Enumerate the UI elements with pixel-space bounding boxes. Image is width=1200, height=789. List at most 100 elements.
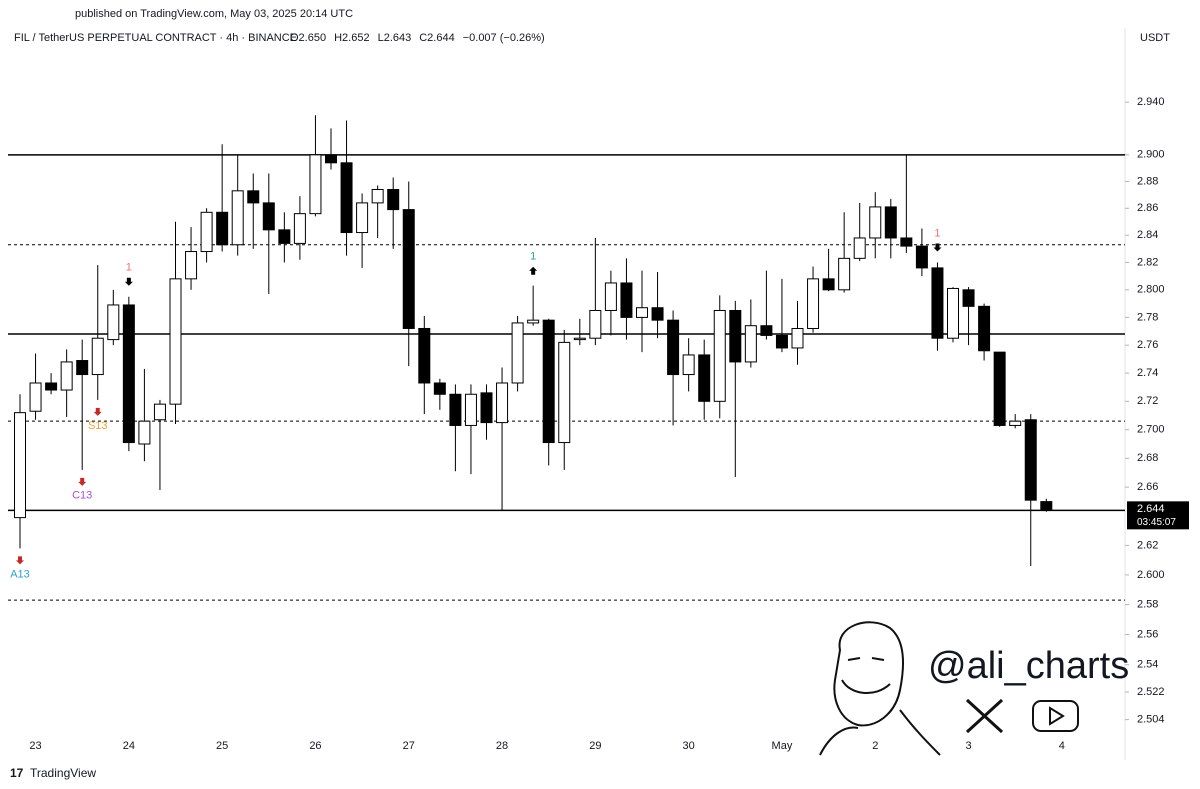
y-tick-label: 2.700 (1137, 424, 1165, 436)
face-outline (833, 621, 904, 727)
signal-label: A13 (10, 568, 30, 580)
candle-body (107, 304, 120, 341)
candle-body (573, 337, 586, 341)
watermark-handle: @ali_charts (928, 645, 1129, 687)
face-eyes (847, 657, 885, 661)
face-smile (841, 679, 891, 694)
candle-body (200, 211, 213, 253)
candle-body (480, 392, 493, 424)
candle-body (293, 213, 306, 244)
candle-body (604, 282, 617, 311)
signal-arrow (78, 477, 87, 486)
signal-label: C13 (72, 490, 92, 502)
x-tick-label: May (772, 740, 793, 752)
candle-body (682, 354, 695, 376)
candle-body (791, 327, 804, 349)
x-tick-label: 27 (403, 740, 415, 752)
y-tick-label: 2.72 (1137, 395, 1158, 407)
candle-body (45, 382, 58, 391)
candle-body (371, 188, 384, 204)
signal-arrow (124, 277, 133, 286)
x-tick-label: 23 (29, 740, 41, 752)
candle-body (729, 309, 742, 363)
candle-body (1024, 419, 1037, 501)
candle-body (60, 361, 73, 391)
ohlc-text: H2.652 (334, 32, 369, 44)
y-tick-label: 2.522 (1137, 686, 1165, 698)
signal-arrow (93, 407, 102, 416)
candle-body (340, 162, 353, 234)
ohlc-text: −0.007 (−0.26%) (463, 32, 545, 44)
y-tick-label: 2.88 (1137, 175, 1158, 187)
candle-body (744, 325, 757, 363)
candle-body (915, 245, 928, 269)
candle-body (993, 351, 1006, 426)
candle-body (651, 307, 664, 321)
signal-label: 1 (530, 251, 536, 263)
last-price: 2.644 (1137, 503, 1165, 515)
footer-brand: TradingView (30, 766, 96, 780)
candle-body (185, 251, 198, 280)
published-line: published on TradingView.com, May 03, 20… (75, 8, 353, 20)
signal-label: 1 (934, 227, 940, 239)
candle-body (978, 305, 991, 352)
x-tick-label: 28 (496, 740, 508, 752)
candle-body (900, 237, 913, 247)
y-tick-label: 2.68 (1137, 452, 1158, 464)
x-tick-label: 3 (965, 740, 971, 752)
candle-body (325, 154, 337, 164)
candle-body (309, 154, 322, 215)
youtube-play (1049, 706, 1065, 726)
ohlc-text: L2.643 (378, 32, 412, 44)
ohlc-text: O2.650 (290, 32, 326, 44)
candle-body (278, 229, 291, 244)
candle-body (231, 190, 244, 246)
candle-body (884, 206, 897, 239)
candle-body (838, 257, 851, 291)
candle-body (29, 382, 42, 412)
candle-body (153, 403, 166, 421)
price-box (1127, 501, 1189, 530)
candle-body (138, 420, 151, 445)
candle-body (636, 307, 648, 318)
y-tick-label: 2.74 (1137, 367, 1158, 379)
candle-body (869, 206, 882, 239)
candle-body (449, 393, 462, 426)
y-tick-label: 2.54 (1137, 659, 1158, 671)
candle-body (418, 327, 431, 384)
candle-body (91, 337, 104, 376)
y-tick-label: 2.800 (1137, 284, 1165, 296)
candle-body (122, 304, 135, 444)
signal-label: 1 (126, 262, 132, 274)
candle-body (558, 341, 571, 444)
candle-body (1009, 420, 1022, 426)
candle-body (356, 202, 369, 234)
candle-body (387, 188, 400, 211)
x-tick-label: 4 (1059, 740, 1065, 752)
candle-body (496, 382, 509, 424)
candle-body (262, 202, 275, 231)
candle-body (698, 354, 711, 402)
x-tick-label: 25 (216, 740, 228, 752)
candle-body (853, 237, 866, 259)
candle-body (169, 278, 182, 405)
candle-body (620, 282, 633, 318)
candle-body (807, 278, 820, 329)
candle-body (14, 412, 26, 519)
candle-body (822, 278, 835, 291)
candle-body (667, 319, 680, 376)
y-tick-label: 2.84 (1137, 229, 1158, 241)
candle-body (589, 309, 602, 339)
candle-body (511, 322, 524, 384)
x-tick-label: 26 (309, 740, 321, 752)
x-tick-label: 24 (123, 740, 135, 752)
y-tick-label: 2.600 (1137, 569, 1165, 581)
candle-body (527, 319, 540, 324)
x-tick-label: 30 (683, 740, 695, 752)
plot-area: A13 C13 S13 1 1 1 (8, 115, 1125, 601)
signal-label: S13 (88, 420, 108, 432)
y-unit: USDT (1140, 32, 1170, 44)
youtube-icon (1032, 700, 1079, 732)
candle-body (402, 209, 415, 329)
